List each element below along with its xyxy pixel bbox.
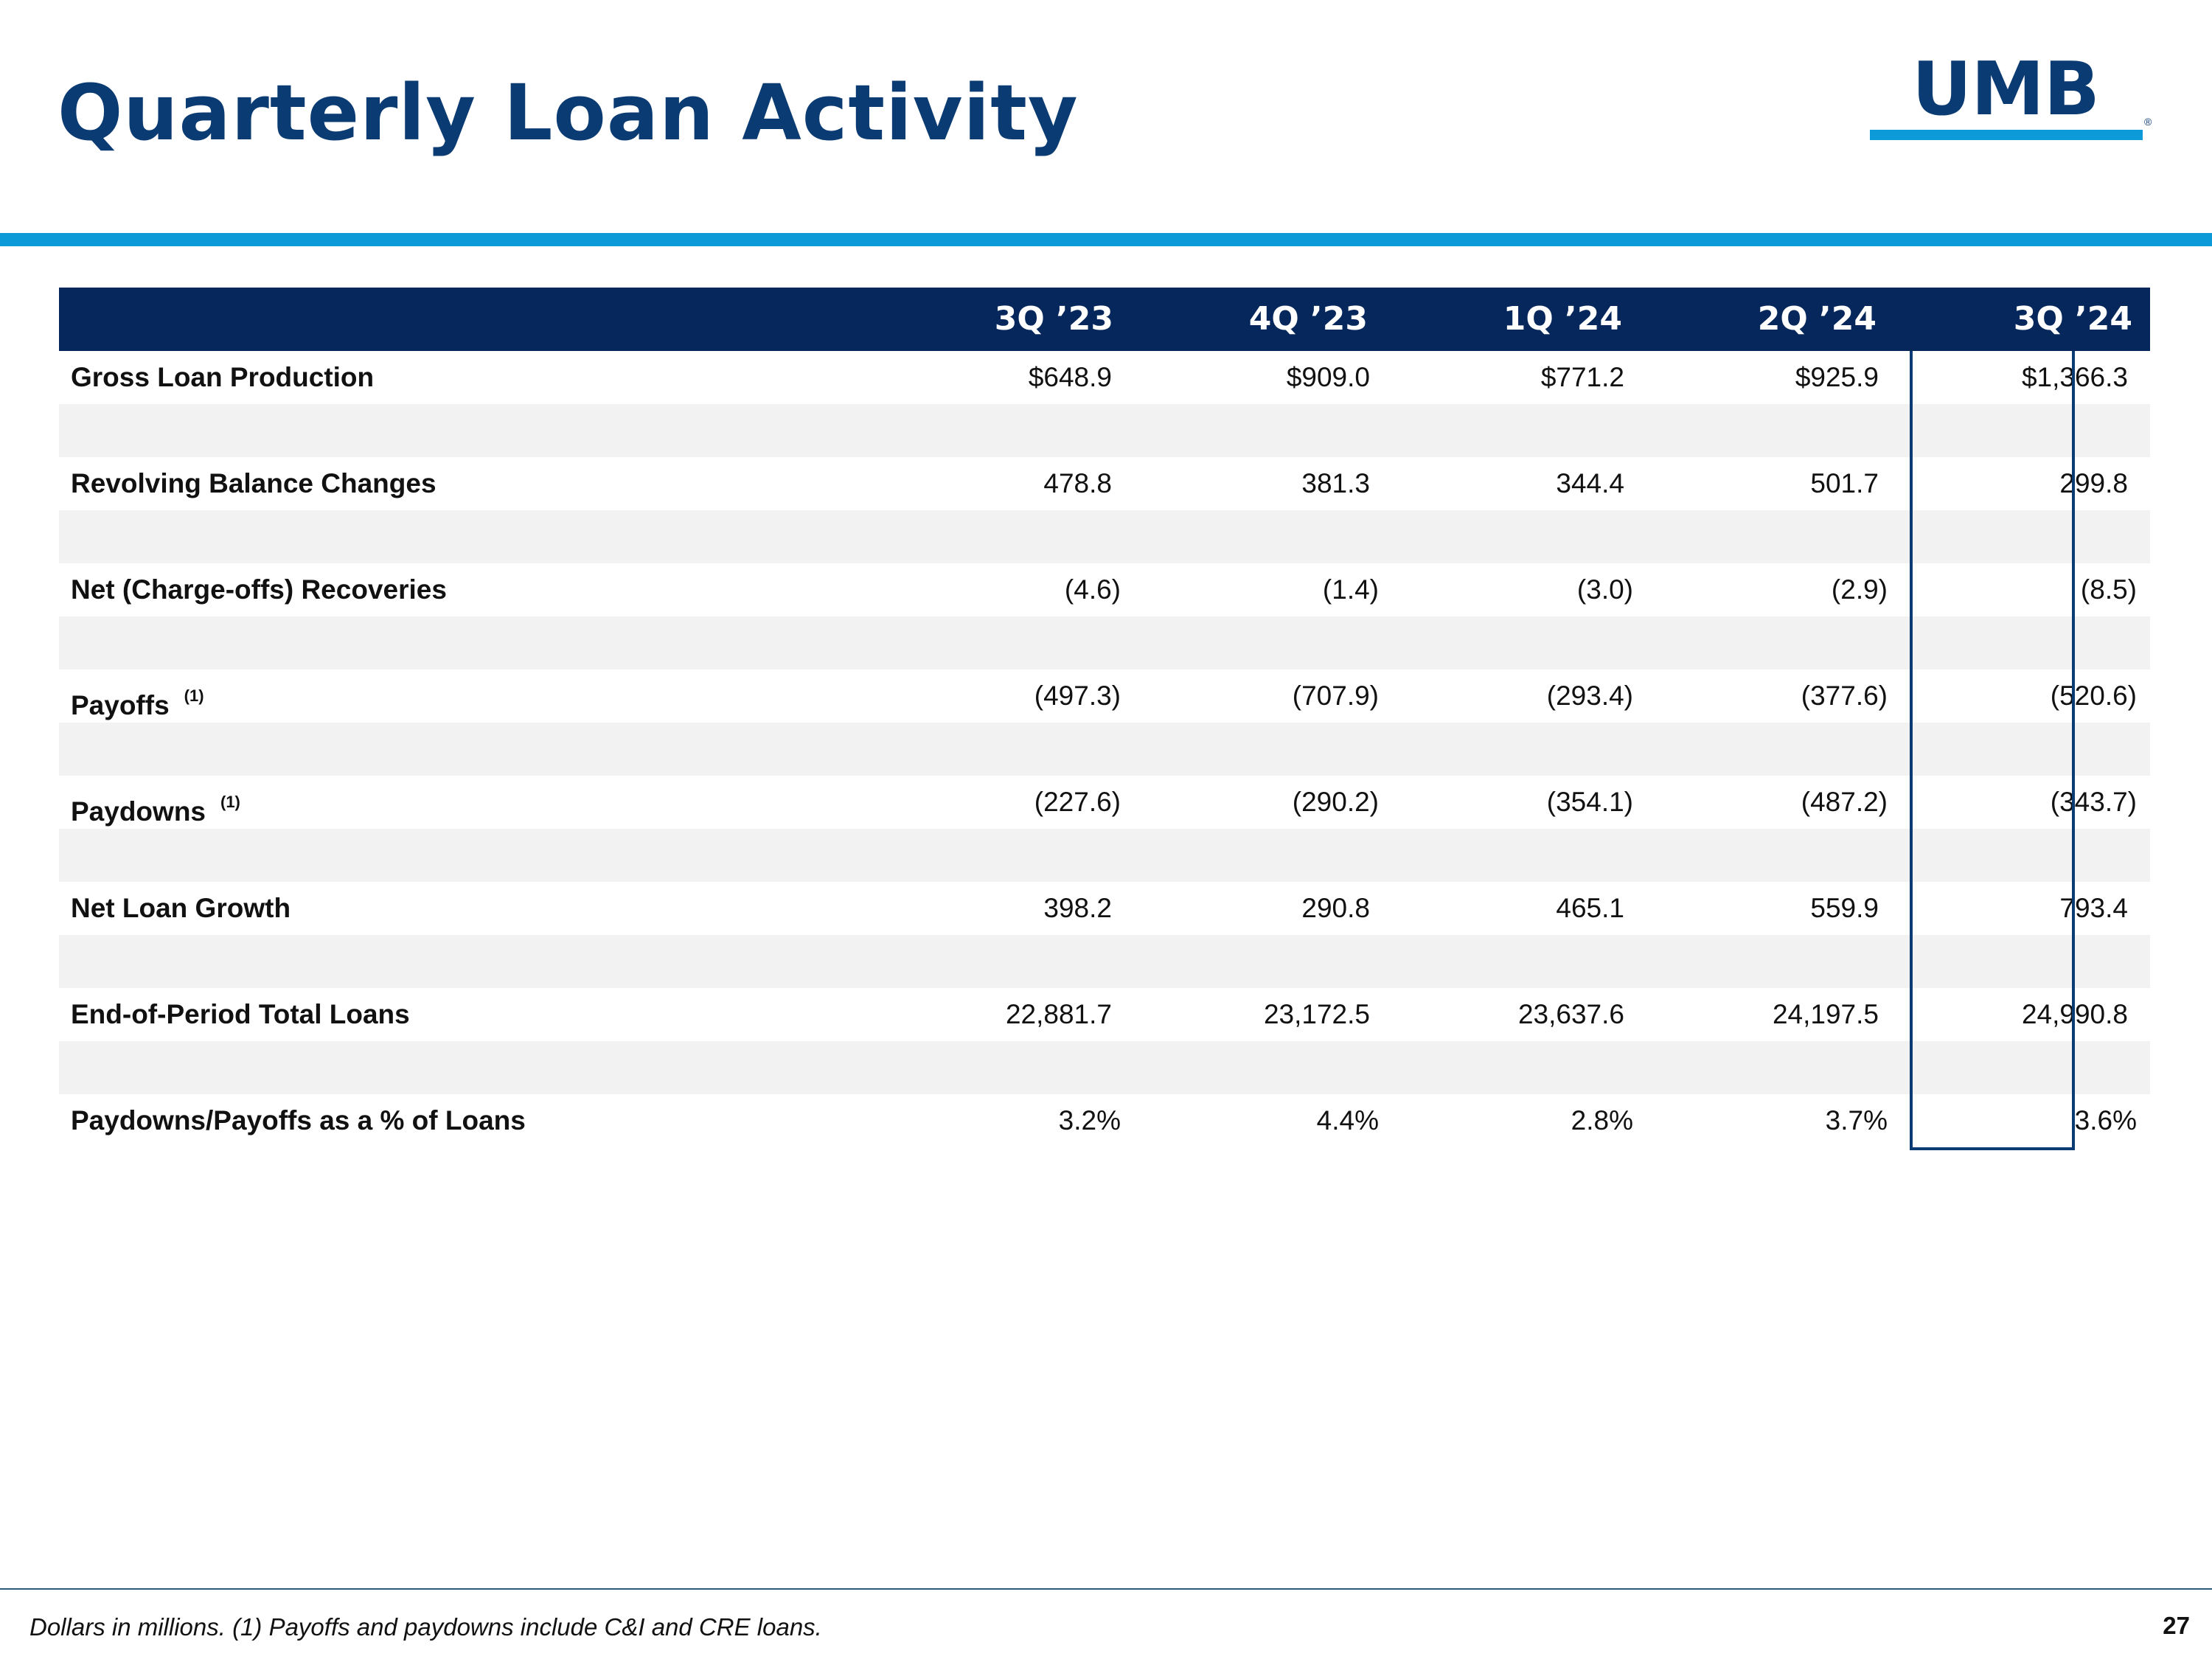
footnote-marker: (1): [184, 686, 204, 705]
loan-activity-table: 3Q ’23 4Q ’23 1Q ’24 2Q ’24 3Q ’24 Gross Loa…: [59, 288, 2150, 1147]
umb-logo: UMB ®: [1868, 52, 2152, 147]
table-cell: (290.2): [1292, 787, 1379, 817]
table-row: End-of-Period Total Loans 22,881.7 23,172.…: [59, 988, 2150, 1041]
row-label: Net (Charge-offs) Recoveries: [71, 563, 447, 616]
column-header: 3Q ’23: [994, 300, 1113, 338]
table-cell: 3.6%: [2074, 1105, 2137, 1135]
table-row: Net Loan Growth 398.2 290.8 465.1 559.9 793.4: [59, 882, 2150, 935]
table-row: Gross Loan Production $648.9 $909.0 $771.2 $…: [59, 351, 2150, 404]
table-cell: 2.8%: [1571, 1105, 1633, 1135]
spacer-row: [59, 616, 2150, 669]
table-cell: $648.9: [1028, 362, 1112, 392]
table-cell: 24,990.8: [2021, 999, 2128, 1029]
logo-underline: [1870, 130, 2143, 140]
column-header: 1Q ’24: [1503, 300, 1622, 338]
row-label-text: Paydowns/Payoffs as a % of Loans: [71, 1105, 526, 1135]
table-cell: (497.3): [1034, 681, 1121, 711]
table-row: Net (Charge-offs) Recoveries (4.6) (1.4) (3…: [59, 563, 2150, 616]
table-cell: (227.6): [1034, 787, 1121, 817]
table-cell: (707.9): [1292, 681, 1379, 711]
row-label-text: Revolving Balance Changes: [71, 468, 437, 498]
column-header: 2Q ’24: [1757, 300, 1877, 338]
footnote: Dollars in millions. (1) Payoffs and pay…: [29, 1613, 822, 1641]
row-label-text: Net (Charge-offs) Recoveries: [71, 574, 447, 605]
table-cell: (377.6): [1801, 681, 1888, 711]
table-cell: (354.1): [1546, 787, 1633, 817]
column-header: 4Q ’23: [1248, 300, 1368, 338]
spacer-row: [59, 723, 2150, 776]
spacer-row: [59, 510, 2150, 563]
spacer-row: [59, 829, 2150, 882]
table-cell: 501.7: [1810, 468, 1879, 498]
table-row: Payoffs (1) (497.3) (707.9) (293.4) (377.6) (5…: [59, 669, 2150, 723]
row-label: Payoffs (1): [71, 669, 204, 723]
table-body: Gross Loan Production $648.9 $909.0 $771.2 $…: [59, 351, 2150, 1147]
logo-wordmark: UMB: [1912, 46, 2100, 132]
spacer-row: [59, 935, 2150, 988]
table-cell: 793.4: [2059, 893, 2128, 923]
table-cell: (8.5): [2080, 574, 2137, 605]
table-cell: 23,172.5: [1263, 999, 1370, 1029]
table-cell: 381.3: [1301, 468, 1370, 498]
row-label-text: Net Loan Growth: [71, 893, 291, 923]
table-cell: (520.6): [2050, 681, 2137, 711]
row-label-text: End-of-Period Total Loans: [71, 999, 410, 1029]
table-cell: $909.0: [1286, 362, 1370, 392]
table-cell: (343.7): [2050, 787, 2137, 817]
registered-mark: ®: [2144, 116, 2152, 128]
table-cell: (4.6): [1064, 574, 1121, 605]
spacer-row: [59, 404, 2150, 457]
table-cell: 559.9: [1810, 893, 1879, 923]
table-cell: 3.2%: [1058, 1105, 1121, 1135]
page-title: Quarterly Loan Activity: [58, 68, 1079, 158]
title-divider: [0, 233, 2212, 246]
table-header: 3Q ’23 4Q ’23 1Q ’24 2Q ’24 3Q ’24: [59, 288, 2150, 351]
table-cell: 465.1: [1556, 893, 1624, 923]
table-cell: 344.4: [1556, 468, 1624, 498]
row-label-text: Paydowns: [71, 796, 206, 827]
column-header: 3Q ’24: [2013, 300, 2132, 338]
table-cell: 299.8: [2059, 468, 2128, 498]
table-cell: $771.2: [1540, 362, 1624, 392]
table-row: Revolving Balance Changes 478.8 381.3 344.4…: [59, 457, 2150, 510]
table-cell: (1.4): [1322, 574, 1379, 605]
row-label: Paydowns/Payoffs as a % of Loans: [71, 1094, 526, 1147]
table-cell: 290.8: [1301, 893, 1370, 923]
row-label: Revolving Balance Changes: [71, 457, 437, 510]
row-label-text: Gross Loan Production: [71, 362, 375, 392]
table-cell: (487.2): [1801, 787, 1888, 817]
row-label: Gross Loan Production: [71, 351, 374, 404]
table-cell: 23,637.6: [1517, 999, 1624, 1029]
page-number: 27: [2163, 1612, 2190, 1639]
table-cell: $925.9: [1795, 362, 1879, 392]
table-cell: (293.4): [1546, 681, 1633, 711]
table-cell: 24,197.5: [1772, 999, 1879, 1029]
table-cell: 3.7%: [1825, 1105, 1888, 1135]
footnote-marker: (1): [220, 793, 240, 811]
table-cell: 4.4%: [1316, 1105, 1379, 1135]
table-cell: 398.2: [1043, 893, 1112, 923]
table-row: Paydowns (1) (227.6) (290.2) (354.1) (487.2) (…: [59, 776, 2150, 829]
table-cell: 22,881.7: [1005, 999, 1112, 1029]
footer-divider: [0, 1588, 2212, 1590]
table-row: Paydowns/Payoffs as a % of Loans 3.2% 4.4%…: [59, 1094, 2150, 1147]
spacer-row: [59, 1041, 2150, 1094]
table-cell: $1,366.3: [2021, 362, 2128, 392]
table-cell: (3.0): [1576, 574, 1633, 605]
table-cell: 478.8: [1043, 468, 1112, 498]
row-label: Net Loan Growth: [71, 882, 291, 935]
row-label: End-of-Period Total Loans: [71, 988, 410, 1041]
row-label: Paydowns (1): [71, 776, 240, 829]
table-cell: (2.9): [1831, 574, 1888, 605]
row-label-text: Payoffs: [71, 690, 170, 720]
